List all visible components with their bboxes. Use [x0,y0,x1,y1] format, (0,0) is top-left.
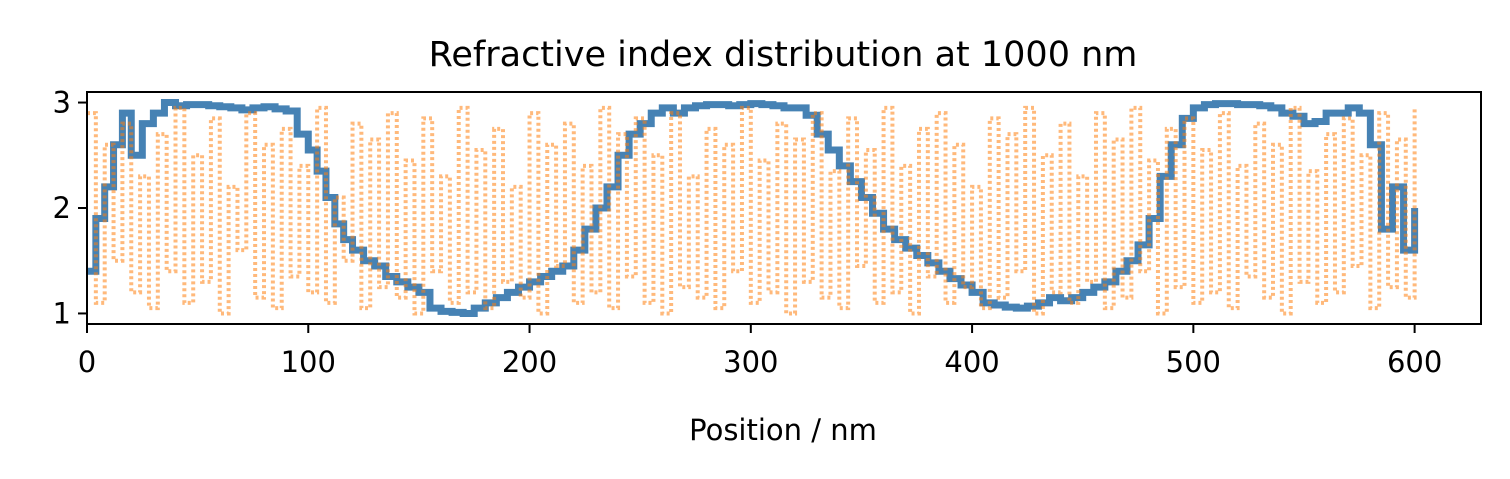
y-axis: 1 2 3 [53,86,87,330]
x-tick-label: 500 [1166,345,1221,379]
y-tick-label: 3 [53,86,71,120]
x-axis: 0 100 200 300 400 500 600 [78,324,1442,379]
x-axis-label: Position / nm [689,413,877,447]
chart-title: Refractive index distribution at 1000 nm [429,35,1138,75]
x-tick-label: 300 [723,345,778,379]
y-tick-label: 2 [53,191,71,225]
y-tick-label: 1 [53,296,71,330]
x-tick-label: 600 [1387,345,1442,379]
series-layer [87,99,1419,317]
series-line-2 [87,105,1417,316]
x-tick-label: 200 [502,345,557,379]
x-tick-label: 100 [281,345,336,379]
series-line-1 [87,99,1419,317]
x-tick-label: 0 [78,345,96,379]
x-tick-label: 400 [944,345,999,379]
